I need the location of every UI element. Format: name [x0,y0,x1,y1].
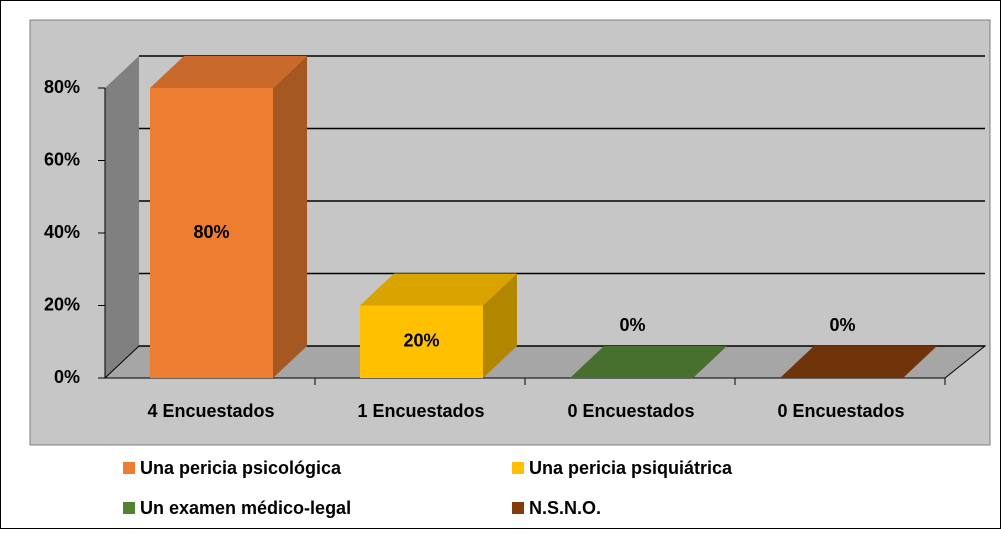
bar-top [150,56,307,88]
legend-label: N.S.N.O. [529,498,601,518]
legend-label: Un examen médico-legal [140,498,351,518]
legend-swatch [123,462,135,474]
value-label: 0% [829,315,855,335]
left-wall [105,56,139,378]
y-tick-label: 0% [54,367,80,387]
y-tick-label: 60% [44,149,80,169]
bar-side [483,273,517,378]
x-tick-label: 1 Encuestados [357,401,484,421]
value-label: 0% [619,315,645,335]
y-tick-label: 20% [44,294,80,314]
value-label: 20% [403,331,439,351]
legend-label: Una pericia psicológica [140,458,342,478]
legend-swatch [512,462,524,474]
value-label: 80% [193,222,229,242]
legend-swatch [512,502,524,514]
y-tick-label: 80% [44,77,80,97]
bar-top [360,273,517,306]
bar [150,88,273,378]
bar-top [780,346,937,378]
bar-side [273,56,307,378]
bar [360,305,483,378]
legend-label: Una pericia psiquiátrica [529,458,733,478]
bar-top [570,346,727,378]
y-tick-label: 40% [44,222,80,242]
legend-swatch [123,502,135,514]
x-tick-label: 4 Encuestados [147,401,274,421]
x-tick-label: 0 Encuestados [567,401,694,421]
x-tick-label: 0 Encuestados [777,401,904,421]
